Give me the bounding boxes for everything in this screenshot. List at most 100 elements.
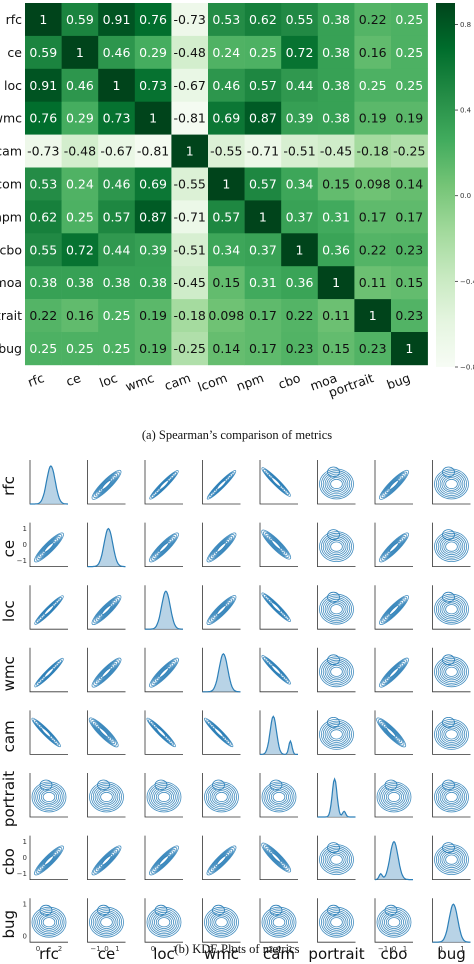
panel-axis — [317, 710, 356, 755]
heatmap-cell — [61, 200, 99, 234]
kde-contour — [148, 908, 180, 936]
heatmap-cell-value: -0.48 — [64, 144, 96, 159]
pairplot-col-label: ce — [98, 945, 115, 963]
pairplot-panel — [317, 898, 356, 943]
kde-contour — [330, 478, 343, 490]
pairplot-xtick-label: 0 — [208, 945, 212, 953]
heatmap-cell-value: -0.81 — [137, 144, 169, 159]
kde-contour — [210, 473, 233, 497]
heatmap-cell — [25, 68, 62, 102]
heatmap-cell-value: 0.19 — [359, 111, 387, 126]
heatmap-cell — [25, 266, 62, 300]
kde-contour — [382, 535, 406, 560]
pairplot-xtick-label: −1 — [90, 945, 100, 953]
kde-contour — [96, 850, 117, 871]
pairplot-panel — [317, 647, 356, 693]
heatmap-row-label: lcom — [0, 176, 22, 191]
kde-contour — [384, 474, 404, 495]
panel-axis — [259, 585, 298, 630]
kde-contour — [385, 476, 403, 494]
heatmap-cell — [171, 200, 209, 234]
kde-contour — [435, 532, 468, 561]
kde-contour — [150, 534, 178, 561]
heatmap-cell — [171, 332, 209, 366]
kde-contour — [324, 849, 349, 870]
heatmap-cell — [208, 68, 245, 102]
kde-contour — [155, 852, 173, 869]
kde-contour — [42, 853, 56, 868]
pairplot-xtick-label: 1 — [173, 945, 177, 953]
kde-contour — [263, 656, 290, 683]
heatmap-cell-value: -0.18 — [174, 308, 206, 323]
heatmap-cell — [317, 200, 355, 234]
heatmap-cell-value: 0.62 — [249, 12, 277, 27]
panel-axis — [144, 773, 183, 818]
kde-contour — [150, 784, 178, 810]
heatmap-cell — [134, 3, 172, 37]
kde-contour — [146, 781, 182, 813]
heatmap-cell-value: 0.15 — [212, 275, 240, 290]
kde-contour — [434, 531, 469, 562]
heatmap-row-label: cam — [0, 144, 22, 159]
heatmap-cell — [244, 3, 282, 37]
kde-contour — [149, 532, 179, 563]
kde-contour — [214, 603, 229, 617]
kde-contour — [435, 470, 468, 498]
pairplot-panel — [144, 460, 183, 505]
panel-axis — [374, 522, 413, 567]
kde-contour — [322, 847, 351, 872]
kde-contour — [206, 532, 237, 563]
caption-kde: (b) KDE Plots of metrics — [174, 942, 300, 956]
kde-contour — [387, 666, 401, 680]
kde-contour — [380, 596, 408, 624]
pairplot-col-label: bug — [437, 945, 466, 963]
heatmap-row-label: loc — [4, 78, 22, 93]
kde-contour — [327, 591, 340, 603]
kde-contour — [380, 784, 408, 810]
kde-contour — [214, 540, 229, 555]
kde-contour — [269, 600, 283, 614]
kde-contour — [214, 478, 229, 492]
kde-contour — [40, 539, 58, 556]
kde-contour — [383, 913, 405, 931]
kde-density-fill — [260, 716, 298, 755]
panel-axis — [259, 647, 298, 693]
kde-contour — [98, 852, 115, 869]
pairplot-col-label: cbo — [381, 945, 408, 963]
heatmap-cell — [281, 332, 319, 366]
pairplot-panel — [374, 773, 413, 818]
heatmap-cell-value: 0.29 — [66, 111, 94, 126]
heatmap-cell — [171, 134, 209, 168]
pairplot-panel — [259, 460, 298, 505]
pairplot-panel — [432, 522, 471, 567]
kde-contour — [267, 911, 291, 933]
kde-contour — [328, 664, 345, 679]
kde-contour — [37, 535, 61, 560]
kde-contour — [204, 781, 239, 813]
panel-axis — [144, 835, 183, 880]
kde-contour — [97, 779, 110, 791]
heatmap-cell — [208, 35, 245, 70]
heatmap-cell-value: 0.46 — [66, 78, 94, 93]
colorbar-tick-label: −0.8 — [460, 364, 474, 372]
kde-contour — [387, 603, 401, 617]
heatmap-cell — [208, 134, 245, 168]
pairplot-panel — [432, 835, 471, 880]
kde-contour — [261, 906, 297, 938]
panel-axis — [29, 647, 68, 693]
heatmap-cell — [61, 266, 99, 300]
kde-contour — [94, 848, 119, 873]
kde-contour — [208, 596, 235, 624]
heatmap-cell — [61, 233, 99, 267]
kde-contour — [99, 478, 114, 492]
kde-contour — [153, 788, 175, 806]
kde-contour — [149, 657, 179, 688]
heatmap-row-label: rfc — [6, 12, 23, 27]
kde-contour — [441, 600, 462, 618]
kde-contour — [379, 595, 409, 625]
kde-contour — [154, 904, 168, 916]
heatmap-cell — [98, 332, 136, 366]
kde-contour — [37, 661, 61, 685]
heatmap-cell-value: 0.38 — [103, 275, 131, 290]
